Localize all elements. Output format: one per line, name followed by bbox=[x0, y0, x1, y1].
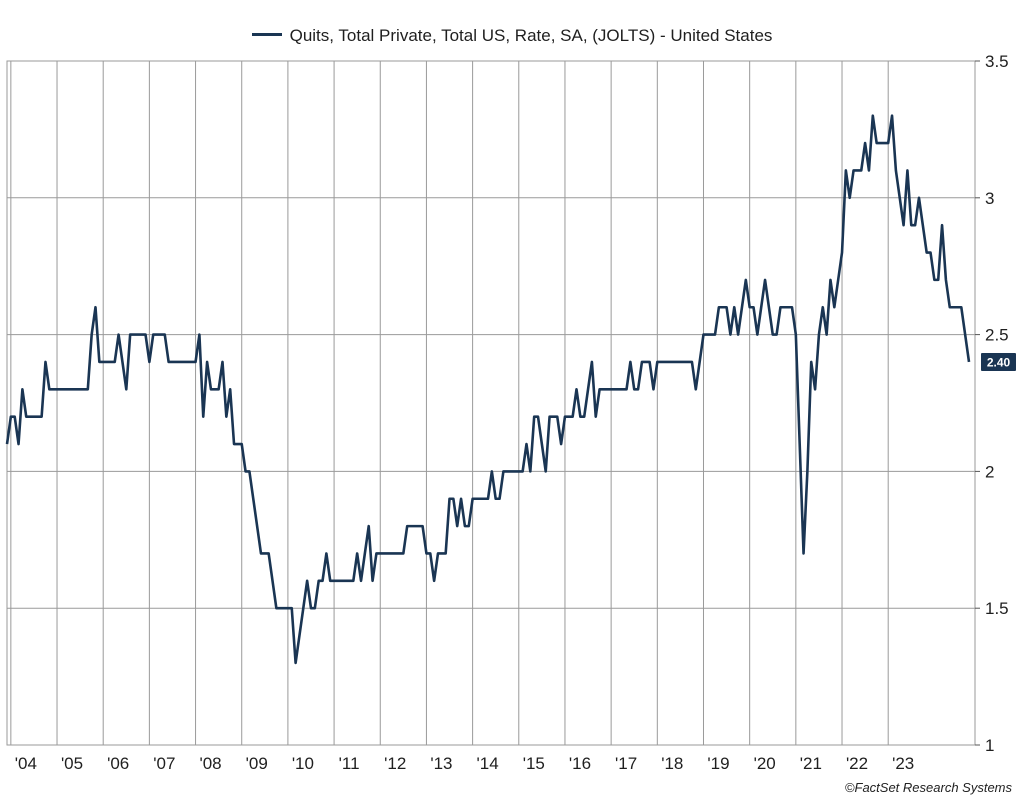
legend-line-swatch bbox=[251, 33, 282, 37]
x-tick-label: '22 bbox=[846, 754, 868, 773]
x-tick-label: '15 bbox=[523, 754, 545, 773]
x-tick-label: '20 bbox=[754, 754, 776, 773]
series-layer bbox=[5, 114, 971, 665]
x-tick-label: '18 bbox=[661, 754, 683, 773]
x-tick-label: '16 bbox=[569, 754, 591, 773]
x-tick-label: '12 bbox=[384, 754, 406, 773]
last-value-badge bbox=[981, 352, 1016, 371]
x-tick-label: '06 bbox=[107, 754, 129, 773]
gridlines bbox=[7, 60, 975, 746]
legend-label: Quits, Total Private, Total US, Rate, SA… bbox=[289, 26, 773, 45]
x-tick-label: '04 bbox=[15, 754, 37, 773]
x-tick-label: '21 bbox=[800, 754, 822, 773]
source-credit: ©FactSet Research Systems bbox=[844, 780, 1012, 795]
series-line bbox=[5, 114, 971, 665]
axes bbox=[6, 60, 980, 746]
x-tick-label: '13 bbox=[430, 754, 452, 773]
y-tick-label: 2.5 bbox=[985, 326, 1009, 345]
x-tick-label: '17 bbox=[615, 754, 637, 773]
last-value-label: 2.40 bbox=[987, 355, 1011, 369]
x-tick-label: '11 bbox=[339, 754, 360, 773]
x-tick-label: '08 bbox=[199, 754, 221, 773]
x-tick-label: '19 bbox=[707, 754, 729, 773]
x-tick-label: '07 bbox=[153, 754, 175, 773]
y-tick-label: 3.5 bbox=[985, 52, 1009, 71]
y-tick-label: 2 bbox=[985, 462, 994, 481]
x-tick-label: '10 bbox=[292, 754, 314, 773]
x-tick-label: '05 bbox=[61, 754, 83, 773]
tick-labels: 1 1.5 2 2.5 3 3.5 '04 '05 '06 '07 '08 '09 '10 '11 '12 '… bbox=[15, 52, 1016, 773]
y-tick-label: 3 bbox=[985, 189, 994, 208]
x-tick-label: '14 bbox=[477, 754, 499, 773]
y-tick-label: 1 bbox=[985, 736, 994, 755]
chart-legend: Quits, Total Private, Total US, Rate, SA… bbox=[0, 26, 1024, 46]
plot-frame bbox=[6, 60, 976, 746]
x-tick-label: '23 bbox=[892, 754, 914, 773]
y-tick-label: 1.5 bbox=[985, 599, 1009, 618]
x-tick-label: '09 bbox=[246, 754, 268, 773]
